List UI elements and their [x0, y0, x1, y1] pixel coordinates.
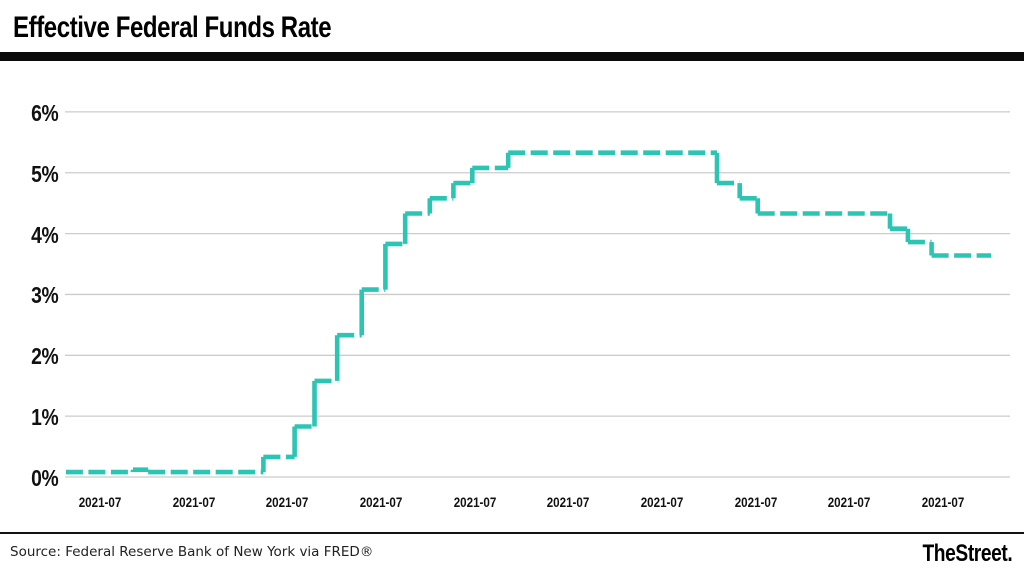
- x-tick-text: 2021-07: [640, 495, 684, 510]
- y-tick-label: 0%: [0, 465, 59, 492]
- y-tick-label: 3%: [0, 282, 59, 309]
- y-tick-text: 4%: [30, 221, 59, 248]
- x-tick-label: 2021-07: [450, 495, 500, 510]
- title-rule: [0, 52, 1024, 61]
- x-tick-label: 2021-07: [731, 495, 781, 510]
- x-tick-label: 2021-07: [918, 495, 968, 510]
- x-tick-label: 2021-07: [543, 495, 593, 510]
- y-tick-text: 5%: [30, 160, 59, 187]
- y-tick-label: 6%: [0, 99, 59, 127]
- x-tick-label: 2021-07: [75, 495, 125, 510]
- y-tick-label: 5%: [0, 160, 59, 188]
- rate-line: [65, 150, 992, 475]
- source-note: Source: Federal Reserve Bank of New York…: [10, 544, 374, 560]
- plot-svg: [65, 111, 1010, 478]
- y-tick-label: 4%: [0, 221, 59, 249]
- footer-rule: [0, 532, 1024, 534]
- thestreet-logo: TheStreet.: [922, 540, 1012, 567]
- y-tick-text: 0%: [30, 465, 59, 491]
- y-tick-label: 2%: [0, 343, 59, 370]
- x-tick-text: 2021-07: [921, 495, 965, 510]
- x-tick-text: 2021-07: [359, 495, 403, 510]
- x-tick-text: 2021-07: [827, 495, 871, 510]
- x-tick-text: 2021-07: [172, 495, 215, 510]
- x-tick-label: 2021-07: [356, 495, 406, 510]
- y-tick-text: 3%: [30, 282, 59, 309]
- effr-chart: 0% 1% 2% 3% 4% 5% 6% 2021-07 2021-07 2021-07 2021-…: [0, 62, 1024, 522]
- y-tick-text: 1%: [30, 404, 59, 431]
- x-tick-label: 2021-07: [824, 495, 874, 510]
- x-tick-label: 2021-07: [637, 495, 687, 510]
- x-tick-text: 2021-07: [734, 495, 777, 510]
- x-tick-text: 2021-07: [265, 495, 309, 510]
- x-tick-text: 2021-07: [78, 495, 122, 510]
- page-title: Effective Federal Funds Rate: [13, 11, 332, 44]
- rate-line-vertical-segments: [130, 152, 934, 473]
- y-tick-text: 6%: [30, 99, 59, 126]
- x-tick-text: 2021-07: [453, 495, 496, 510]
- y-tick-label: 1%: [0, 404, 59, 431]
- y-tick-text: 2%: [30, 343, 59, 370]
- x-tick-label: 2021-07: [169, 495, 219, 510]
- x-tick-label: 2021-07: [262, 495, 312, 510]
- x-tick-text: 2021-07: [546, 495, 590, 510]
